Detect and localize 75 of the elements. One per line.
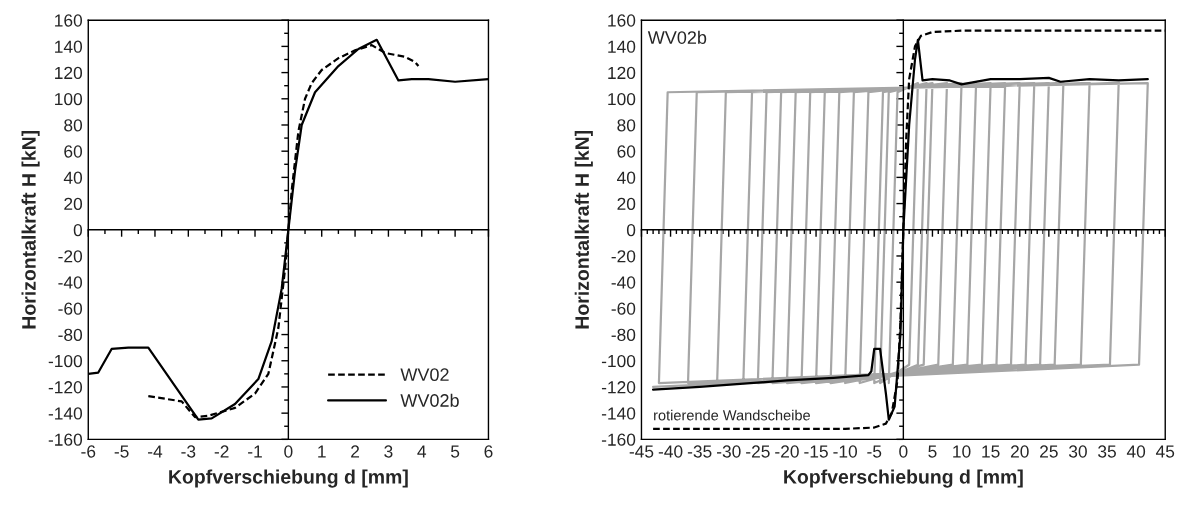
x-tick-label: -6 [81,445,96,458]
y-tick-label: 120 [608,66,636,80]
y-tick-label: 100 [55,92,83,106]
y-tick-label: -120 [48,381,83,394]
x-tick-label: -2 [214,445,229,458]
y-tick-label: 40 [63,171,83,184]
annotation: WV02b [647,30,707,44]
y-tick-label: -60 [611,302,636,315]
y-tick-label: -40 [611,276,636,289]
y-tick-label: -140 [48,407,83,420]
x-tick-label: 4 [417,445,427,458]
y-tick-label: 40 [617,171,636,184]
x-tick-label: 25 [1040,445,1058,458]
y-tick-label: 20 [617,197,636,211]
x-tick-label: 1 [318,445,326,458]
x-tick-label: -45 [629,445,654,458]
y-tick-label: 0 [73,223,83,237]
y-tick-label: 80 [617,119,636,132]
x-tick-label: 2 [351,445,360,458]
x-tick-label: 35 [1098,445,1116,458]
y-tick-label: -100 [48,354,83,368]
x-tick-label: -25 [746,445,770,458]
x-tick-label: 40 [1126,445,1146,458]
y-tick-label: -60 [58,302,83,315]
x-tick-label: -15 [804,445,828,458]
y-tick-label: -160 [601,433,636,446]
x-tick-label: -5 [867,445,882,458]
legend-label: WV02b [400,393,459,407]
y-tick-label: 100 [608,92,636,106]
x-tick-label: 6 [484,445,493,458]
x-tick-label: -40 [658,445,683,458]
x-tick-label: -3 [181,445,196,458]
x-tick-label: -4 [148,445,163,458]
x-tick-label: 5 [450,445,460,458]
y-tick-label: -40 [58,276,83,289]
x-tick-label: -1 [248,445,262,458]
y-tick-label: 160 [55,14,83,27]
x-tick-label: 0 [899,445,908,458]
annotation: rotierende Wandscheibe [654,409,810,421]
x-tick-label: 10 [953,445,971,458]
x-axis-title: Kopfverschiebung d [mm] [784,469,1023,488]
x-tick-label: 3 [384,445,393,458]
x-tick-label: -30 [716,445,741,458]
y-tick-label: 60 [64,145,83,158]
x-tick-label: 15 [982,445,1000,458]
y-axis-title: Horizontalkraft H [kN] [21,130,40,329]
line-series [651,81,1149,389]
y-tick-label: -140 [601,407,636,420]
y-tick-label: 140 [608,40,636,53]
x-tick-label: -5 [114,445,129,458]
y-tick-label: -100 [601,354,636,368]
y-tick-label: -160 [48,433,83,446]
x-tick-label: -10 [833,445,858,458]
x-tick-label: -20 [775,445,799,458]
y-tick-label: 20 [64,197,83,211]
x-tick-label: -35 [687,445,712,458]
y-tick-label: -80 [58,328,83,342]
y-axis-title: Horizontalkraft H [kN] [574,130,593,329]
x-axis-title: Kopfverschiebung d [mm] [169,469,408,488]
x-tick-label: 30 [1068,445,1087,458]
x-tick-label: 20 [1010,445,1029,458]
y-tick-label: -120 [601,381,636,394]
y-tick-label: 140 [55,40,83,53]
y-tick-label: -20 [611,250,636,263]
y-tick-label: 60 [617,145,636,158]
x-tick-label: 0 [284,445,293,458]
y-tick-label: -20 [58,250,83,263]
y-tick-label: 160 [608,14,636,27]
y-tick-label: 0 [626,223,636,237]
x-tick-label: 45 [1155,445,1175,458]
x-tick-label: 5 [928,445,937,458]
y-tick-label: -80 [611,328,636,342]
y-tick-label: 120 [55,66,83,80]
legend-label: WV02 [400,368,449,382]
y-tick-label: 80 [64,119,83,132]
